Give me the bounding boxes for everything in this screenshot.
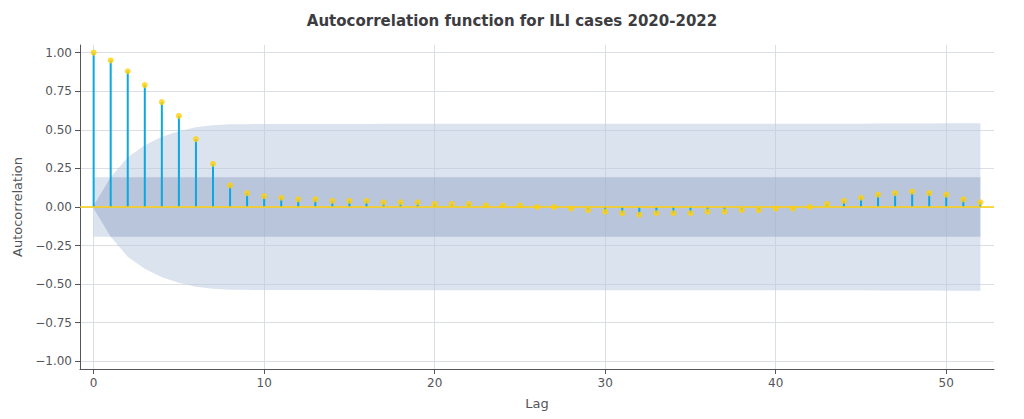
svg-text:1.00: 1.00 <box>45 46 72 60</box>
svg-text:10: 10 <box>257 376 272 390</box>
svg-text:0.00: 0.00 <box>45 200 72 214</box>
svg-text:0.75: 0.75 <box>45 84 72 98</box>
svg-text:0.25: 0.25 <box>45 161 72 175</box>
svg-text:Autocorrelation: Autocorrelation <box>10 157 25 257</box>
svg-text:−1.00: −1.00 <box>35 354 72 368</box>
svg-text:40: 40 <box>768 376 783 390</box>
svg-text:0.50: 0.50 <box>45 123 72 137</box>
svg-text:30: 30 <box>598 376 613 390</box>
svg-text:50: 50 <box>939 376 954 390</box>
svg-text:Autocorrelation function for I: Autocorrelation function for ILI cases 2… <box>307 12 717 30</box>
svg-text:−0.75: −0.75 <box>35 316 72 330</box>
svg-text:0: 0 <box>90 376 98 390</box>
svg-text:−0.25: −0.25 <box>35 239 72 253</box>
svg-text:20: 20 <box>427 376 442 390</box>
svg-text:Lag: Lag <box>525 396 548 411</box>
svg-text:−0.50: −0.50 <box>35 277 72 291</box>
